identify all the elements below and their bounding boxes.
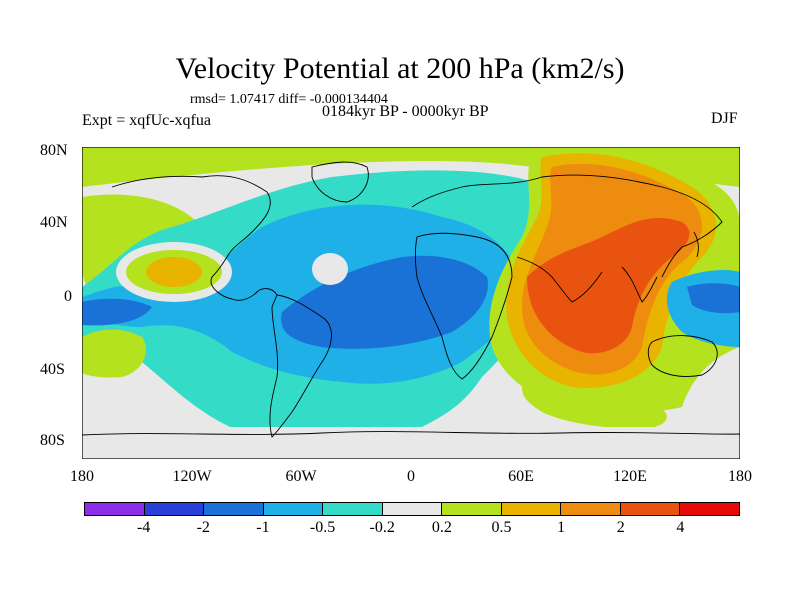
season-label: DJF [711,110,738,127]
lon-label-60e: 60E [508,468,534,485]
colorbar-label: -2 [196,519,210,536]
lon-label-120w: 120W [172,468,212,485]
lon-label-60w: 60W [285,468,317,485]
region-darkblue-pacific-east [687,283,740,314]
colorbar-swatch [85,503,145,515]
lat-label-80S: 80S [40,432,65,449]
colorbar-swatch [620,503,681,515]
colorbar-label: -1 [256,519,270,536]
colorbar-label: -0.2 [369,519,395,536]
velocity-potential-map [82,147,740,459]
lat-label-80N: 80N [40,142,68,159]
region-lime-south [522,385,667,429]
colorbar-swatch [144,503,205,515]
experiment-label: Expt = xqfUc-xqfua [82,112,211,129]
region-lime-southwest [82,329,146,378]
coastlines [82,161,740,438]
orange-west-blob [146,257,202,287]
colorbar-label: -4 [136,519,151,536]
colorbar-swatch [263,503,324,515]
region-red-east [527,217,690,354]
colorbar-swatch [442,503,502,515]
lat-label-0: 0 [64,288,72,305]
lon-label-0: 0 [407,468,415,485]
colorbar-swatch [501,503,562,515]
colorbar-swatch [680,503,740,515]
colorbar-label: 4 [676,519,685,536]
colorbar-swatch [382,503,443,515]
stats-text: rmsd= 1.07417 diff= -0.000134404 [190,92,388,107]
colorbar-label: -0.5 [309,519,336,536]
colorbar-swatch [323,503,383,515]
colorbar-swatch [204,503,264,515]
lon-label-180-west: 180 [70,468,94,485]
figure-title: Velocity Potential at 200 hPa (km2/s) [175,52,625,85]
lat-label-40S: 40S [40,361,65,378]
colorbar-label: 1 [557,519,566,536]
region-darkblue-core [281,255,488,349]
colorbar-label: 2 [616,519,625,536]
period-label: 0184kyr BP - 0000kyr BP [322,103,489,120]
lon-label-120e: 120E [613,468,647,485]
lon-label-180-east: 180 [728,468,752,485]
white-blob-atlantic [312,253,348,285]
colorbar-swatch [561,503,621,515]
lat-label-40N: 40N [40,214,68,231]
region-darkblue-pacific [82,298,152,326]
colorbar-label: 0.2 [431,519,452,536]
colorbar [84,502,740,516]
colorbar-label: 0.5 [491,519,512,536]
